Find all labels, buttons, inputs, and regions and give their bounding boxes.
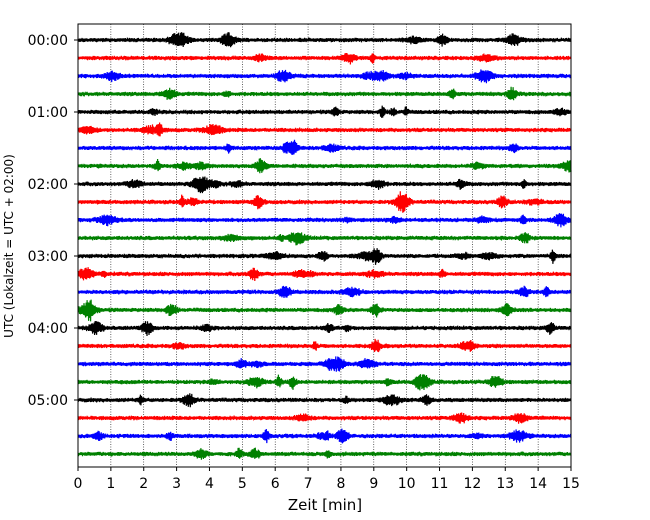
- trace-0130: [77, 139, 572, 156]
- trace-0100: [77, 105, 572, 118]
- x-tick-label: 14: [529, 476, 547, 492]
- seismic-traces: [77, 32, 572, 460]
- trace-0000: [77, 32, 572, 48]
- y-tick-label: 04:00: [28, 321, 68, 337]
- x-tick-label: 10: [398, 476, 416, 492]
- trace-0530: [77, 428, 572, 444]
- trace-0030: [77, 69, 572, 84]
- trace-0545: [77, 447, 572, 460]
- x-tick-label: 13: [496, 476, 514, 492]
- x-tick-label: 6: [271, 476, 280, 492]
- trace-0500: [77, 393, 572, 408]
- plot-frame: [77, 23, 572, 468]
- x-tick-label: 0: [74, 476, 83, 492]
- y-axis-label: UTC (Lokalzeit = UTC + 02:00): [2, 154, 16, 338]
- trace-0515: [77, 412, 572, 424]
- trace-0330: [77, 285, 572, 299]
- x-tick-label: 3: [172, 476, 181, 492]
- y-tick-label: 02:00: [28, 177, 68, 193]
- y-tick-label: 00:00: [28, 33, 68, 49]
- trace-0300: [77, 248, 572, 265]
- x-tick-label: 5: [238, 476, 247, 492]
- y-tick-label: 05:00: [28, 393, 68, 409]
- x-tick-label: 11: [431, 476, 449, 492]
- trace-0430: [77, 356, 572, 372]
- trace-0145: [77, 158, 572, 174]
- y-tick-label: 03:00: [28, 249, 68, 265]
- y-axis-ticks: 00:00 01:00 02:00 03:00 04:00 05:00: [28, 33, 78, 409]
- x-tick-label: 15: [562, 476, 580, 492]
- x-tick-label: 1: [106, 476, 115, 492]
- trace-0415: [77, 338, 572, 353]
- y-tick-label: 01:00: [28, 105, 68, 121]
- x-tick-label: 4: [205, 476, 214, 492]
- trace-0215: [77, 191, 572, 213]
- x-tick-label: 9: [369, 476, 378, 492]
- x-tick-label: 8: [336, 476, 345, 492]
- trace-0445: [77, 374, 572, 391]
- x-tick-label: 2: [139, 476, 148, 492]
- trace-0345: [77, 299, 572, 322]
- x-tick-label: 7: [304, 476, 313, 492]
- x-axis-label: Zeit [min]: [288, 496, 362, 514]
- trace-0200: [77, 176, 572, 194]
- trace-0245: [77, 232, 572, 246]
- x-axis-ticks: 0 1 2 3 4 5 6 7 8 9 10 11 12 13 14 15: [74, 467, 580, 492]
- trace-0315: [77, 267, 572, 282]
- trace-0115: [77, 122, 572, 137]
- trace-0230: [77, 213, 572, 228]
- x-tick-label: 12: [463, 476, 481, 492]
- trace-0015: [77, 52, 572, 65]
- trace-0400: [77, 320, 572, 337]
- trace-0045: [77, 86, 572, 101]
